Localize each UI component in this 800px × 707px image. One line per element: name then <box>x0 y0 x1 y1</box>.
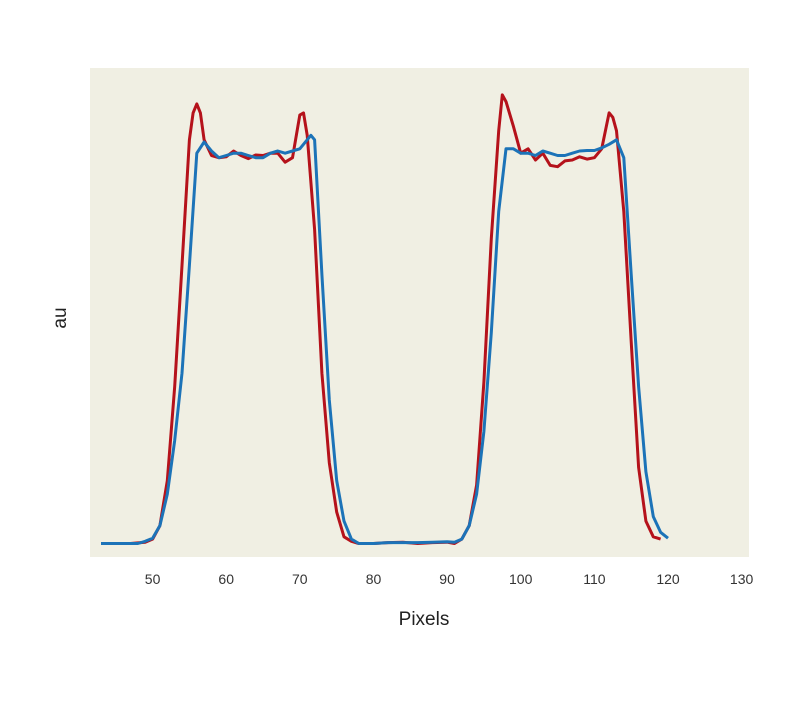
x-tick-label: 70 <box>292 571 308 587</box>
x-tick-label: 120 <box>656 571 680 587</box>
x-tick-label: 90 <box>439 571 455 587</box>
y-axis-title: au <box>50 307 71 328</box>
x-tick-label: 100 <box>509 571 533 587</box>
x-tick-label: 50 <box>145 571 161 587</box>
x-tick-label: 130 <box>730 571 754 587</box>
series-layer <box>101 93 669 545</box>
x-tick-label: 80 <box>366 571 382 587</box>
x-tick-labels: 50 60 70 80 90 100 110 120 130 <box>145 571 754 587</box>
series-line-2 <box>101 133 669 545</box>
x-tick-label: 110 <box>583 571 606 587</box>
x-axis-title: Pixels <box>399 609 450 630</box>
x-tick-label: 60 <box>218 571 234 587</box>
